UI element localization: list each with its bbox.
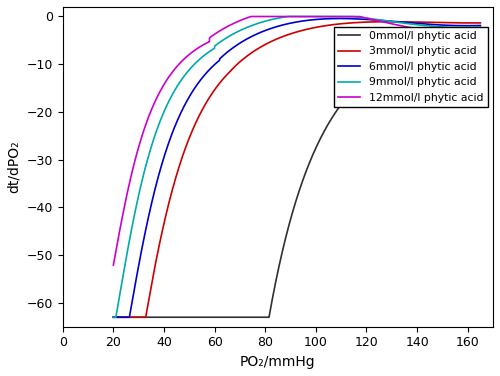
- Y-axis label: dt/dPO₂: dt/dPO₂: [7, 141, 21, 193]
- 6mmol/l phytic acid: [470, 23, 476, 28]
- 9mmol/l phytic acid: [110, 315, 116, 320]
- Line: 6mmol/l phytic acid: 6mmol/l phytic acid: [114, 18, 480, 317]
- 9mmol/l phytic acid: [285, 14, 291, 19]
- 9mmol/l phytic acid: [251, 23, 257, 27]
- 12mmol/l phytic acid: [470, 29, 476, 34]
- 12mmol/l phytic acid: [251, 14, 257, 19]
- Line: 9mmol/l phytic acid: 9mmol/l phytic acid: [114, 17, 480, 317]
- 3mmol/l phytic acid: [174, 171, 180, 176]
- X-axis label: PO₂/mmHg: PO₂/mmHg: [240, 355, 316, 369]
- 12mmol/l phytic acid: [174, 64, 180, 69]
- 12mmol/l phytic acid: [248, 14, 254, 19]
- 9mmol/l phytic acid: [478, 25, 484, 29]
- 0mmol/l phytic acid: [430, 39, 436, 44]
- 3mmol/l phytic acid: [431, 20, 437, 25]
- 3mmol/l phytic acid: [267, 40, 273, 44]
- 6mmol/l phytic acid: [110, 315, 116, 320]
- 12mmol/l phytic acid: [267, 14, 273, 19]
- 6mmol/l phytic acid: [152, 186, 158, 191]
- 0mmol/l phytic acid: [152, 315, 158, 320]
- 9mmol/l phytic acid: [174, 84, 180, 89]
- 3mmol/l phytic acid: [470, 21, 476, 25]
- 6mmol/l phytic acid: [267, 27, 273, 31]
- 12mmol/l phytic acid: [431, 29, 437, 33]
- Line: 12mmol/l phytic acid: 12mmol/l phytic acid: [114, 17, 480, 265]
- 9mmol/l phytic acid: [267, 18, 273, 22]
- 6mmol/l phytic acid: [478, 23, 484, 28]
- 3mmol/l phytic acid: [110, 315, 116, 320]
- 12mmol/l phytic acid: [110, 263, 116, 267]
- 9mmol/l phytic acid: [470, 25, 476, 30]
- 0mmol/l phytic acid: [174, 315, 180, 320]
- 3mmol/l phytic acid: [251, 49, 257, 53]
- 0mmol/l phytic acid: [251, 315, 257, 320]
- 6mmol/l phytic acid: [174, 119, 180, 124]
- 0mmol/l phytic acid: [470, 30, 476, 35]
- 9mmol/l phytic acid: [152, 132, 158, 137]
- 0mmol/l phytic acid: [110, 315, 116, 320]
- Legend: 0mmol/l phytic acid, 3mmol/l phytic acid, 6mmol/l phytic acid, 9mmol/l phytic ac: 0mmol/l phytic acid, 3mmol/l phytic acid…: [334, 27, 488, 107]
- 3mmol/l phytic acid: [152, 263, 158, 267]
- 6mmol/l phytic acid: [431, 22, 437, 27]
- 6mmol/l phytic acid: [337, 16, 343, 21]
- Line: 0mmol/l phytic acid: 0mmol/l phytic acid: [114, 32, 480, 317]
- 3mmol/l phytic acid: [386, 20, 392, 24]
- Line: 3mmol/l phytic acid: 3mmol/l phytic acid: [114, 22, 480, 317]
- 12mmol/l phytic acid: [152, 99, 158, 103]
- 9mmol/l phytic acid: [431, 24, 437, 29]
- 0mmol/l phytic acid: [478, 29, 484, 34]
- 3mmol/l phytic acid: [478, 21, 484, 25]
- 6mmol/l phytic acid: [251, 33, 257, 38]
- 0mmol/l phytic acid: [267, 309, 273, 314]
- 12mmol/l phytic acid: [478, 29, 484, 33]
